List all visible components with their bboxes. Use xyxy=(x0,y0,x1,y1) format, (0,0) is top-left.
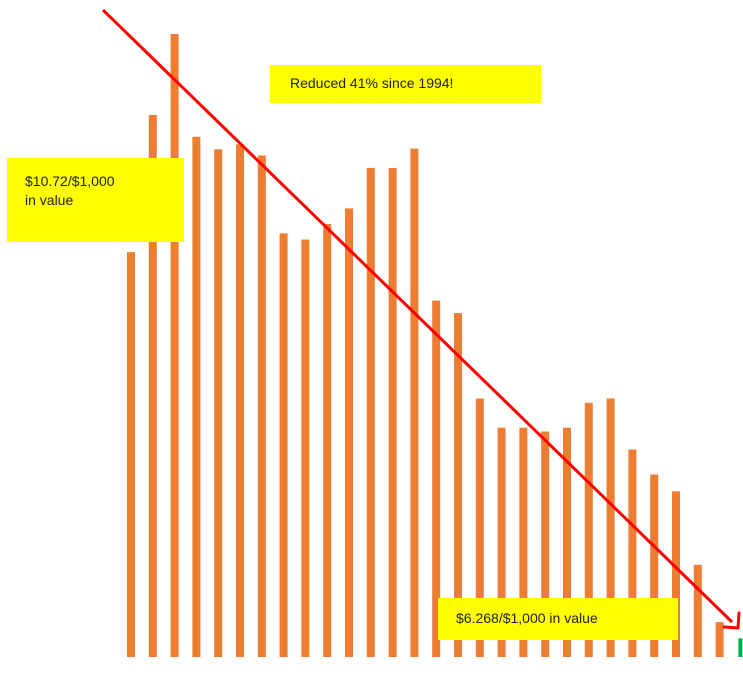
bar-15 xyxy=(432,300,441,657)
bar-6 xyxy=(236,144,244,658)
bar-1 xyxy=(127,252,135,657)
annotation-reduction-text: Reduced 41% since 1994! xyxy=(290,75,454,91)
bar-25 xyxy=(650,474,659,657)
bar-9 xyxy=(301,239,310,657)
bar-17 xyxy=(475,398,484,657)
bar-12 xyxy=(366,167,375,657)
bar-10 xyxy=(323,224,332,657)
bar-2 xyxy=(148,115,157,657)
annotation-start-value-line2: in value xyxy=(25,192,74,208)
trend-line xyxy=(101,8,734,624)
bar-23 xyxy=(606,398,615,657)
bar-13 xyxy=(388,167,397,657)
trend-arrow xyxy=(101,8,741,630)
bar-18 xyxy=(497,427,506,657)
annotation-end-value: $6.268/$1,000 in value xyxy=(438,598,678,640)
annotation-reduction: Reduced 41% since 1994! xyxy=(270,65,541,103)
bar-11 xyxy=(345,208,353,657)
bar-24 xyxy=(628,449,637,657)
trend-arrowhead xyxy=(722,611,741,630)
bars-group xyxy=(127,34,743,658)
bar-19 xyxy=(519,427,528,657)
bar-22 xyxy=(584,402,593,657)
bar-4 xyxy=(192,136,201,658)
annotation-start-value-line1: $10.72/$1,000 xyxy=(25,173,115,189)
highlight-bar-1 xyxy=(738,638,743,657)
annotation-end-value-text: $6.268/$1,000 in value xyxy=(456,610,598,626)
bar-8 xyxy=(279,233,288,657)
bar-26 xyxy=(672,491,680,657)
bar-5 xyxy=(214,149,223,658)
bar-21 xyxy=(563,427,571,657)
bar-14 xyxy=(410,148,419,657)
bar-7 xyxy=(257,155,266,657)
annotation-start-value: $10.72/$1,000 in value xyxy=(7,158,184,242)
bar-3 xyxy=(170,34,179,657)
bar-20 xyxy=(541,431,550,657)
bar-28 xyxy=(715,622,724,657)
bar-27 xyxy=(693,564,702,657)
bar-16 xyxy=(454,313,462,657)
